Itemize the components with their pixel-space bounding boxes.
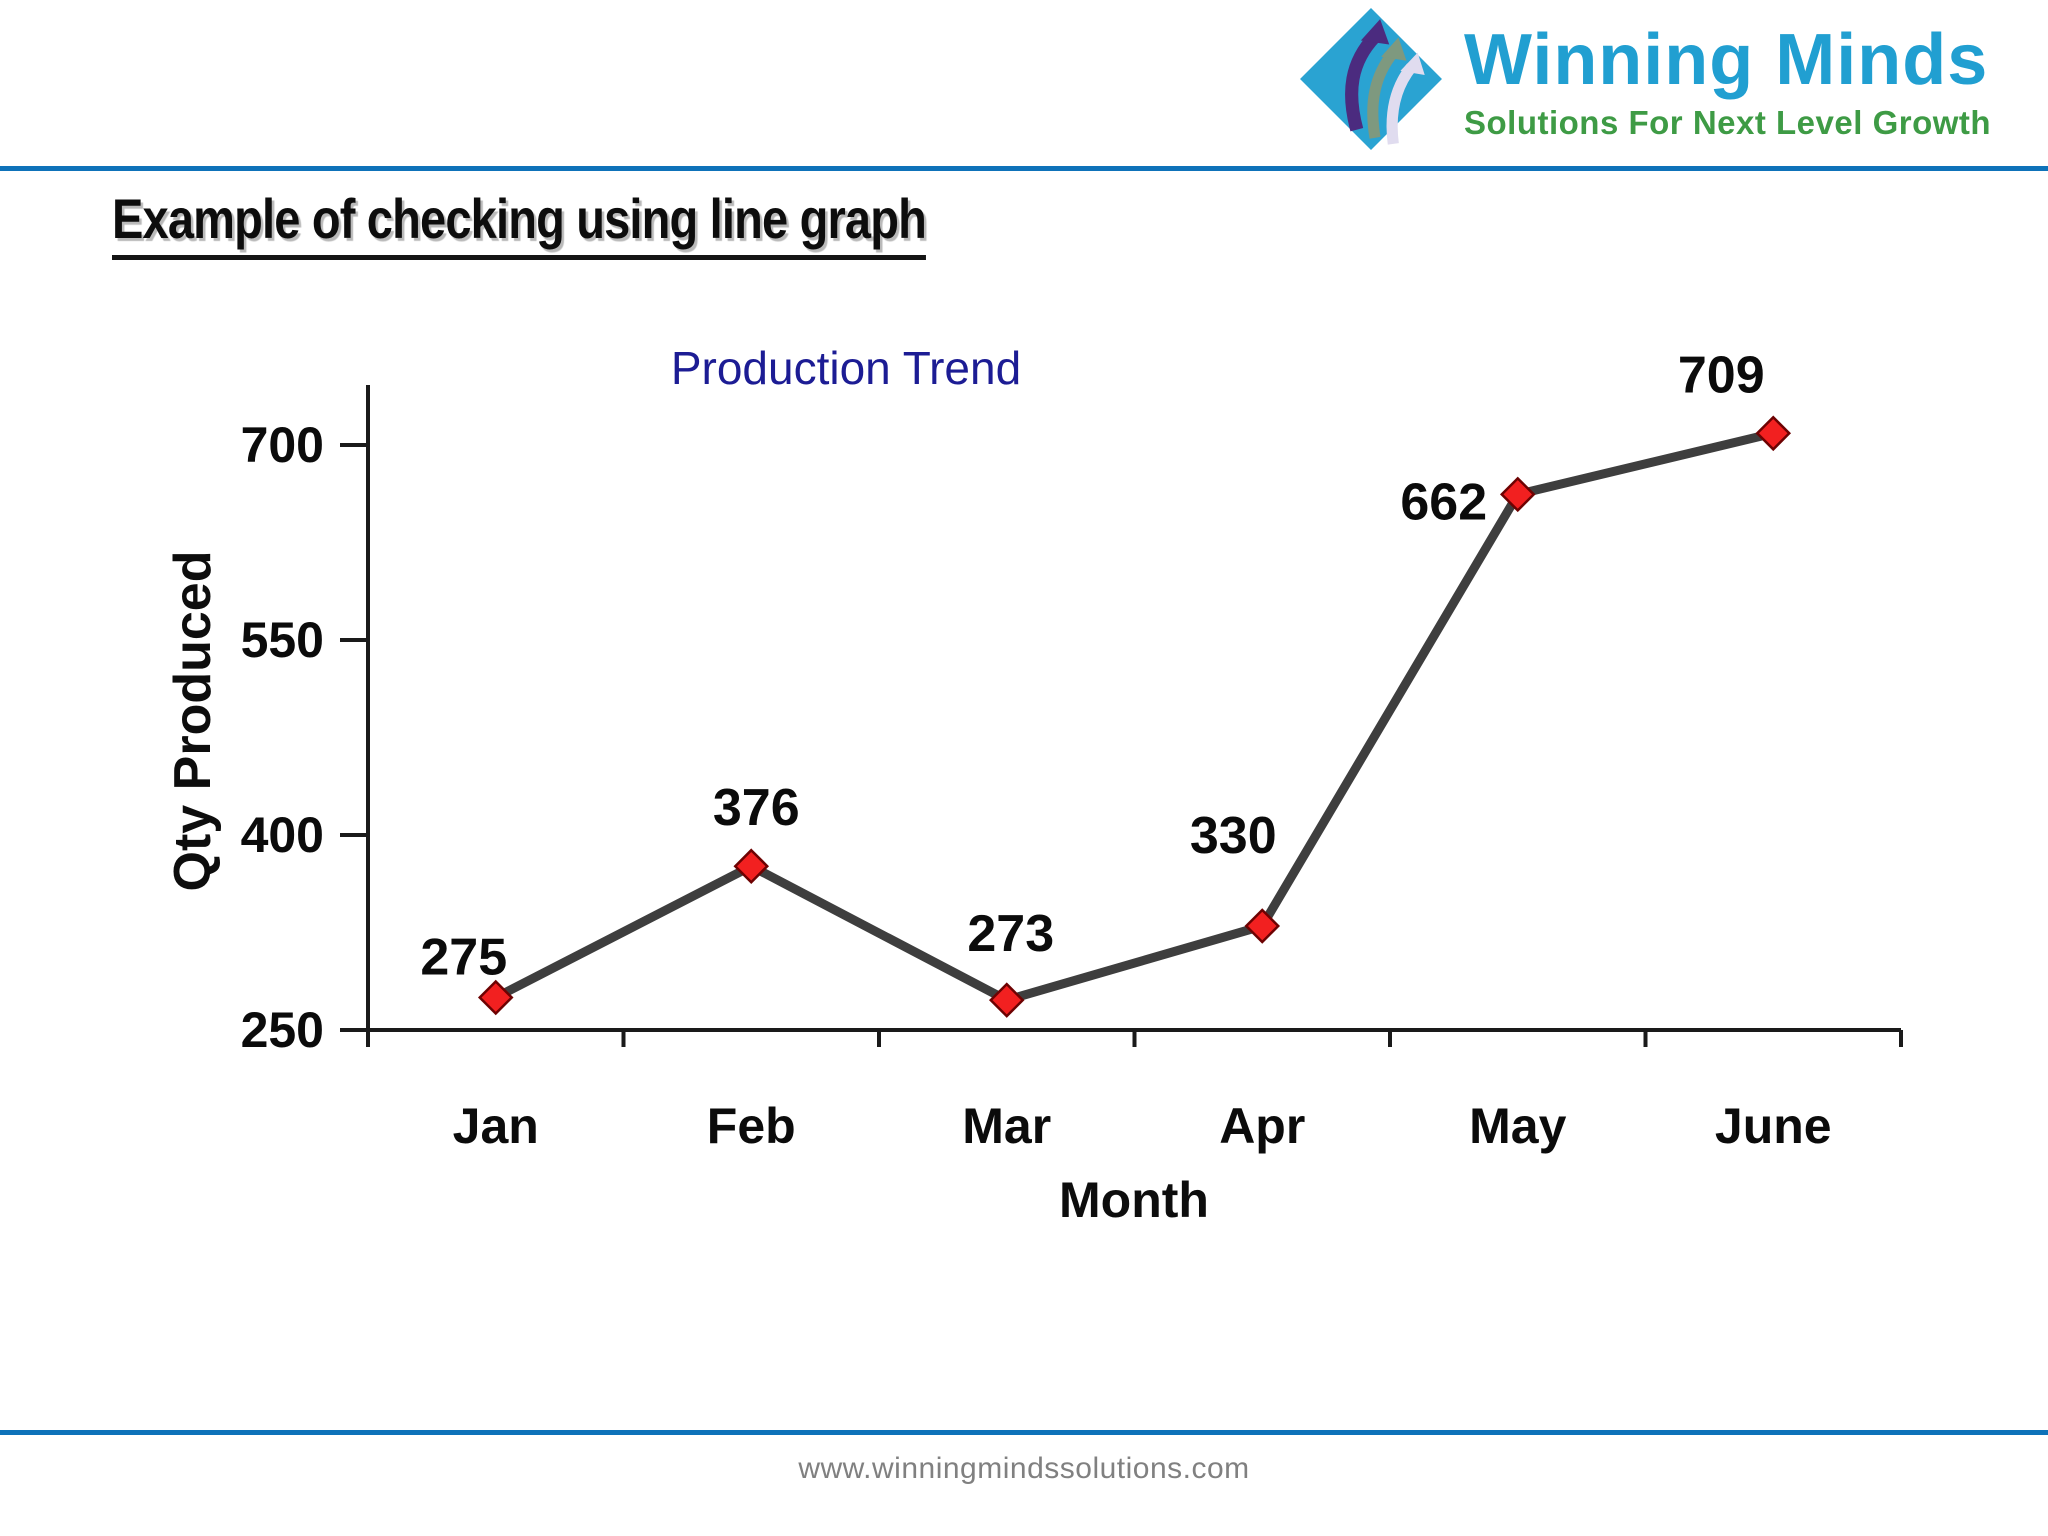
data-point-label: 330	[1190, 807, 1277, 865]
data-point-marker-may	[1499, 476, 1536, 513]
footer-divider	[0, 1430, 2048, 1435]
x-category-label: Feb	[707, 1098, 796, 1154]
chart-title: Production Trend	[670, 342, 1022, 394]
brand-name: Winning Minds	[1464, 20, 1989, 100]
data-point-marker-jan	[477, 979, 514, 1016]
footer-url: www.winningmindssolutions.com	[798, 1452, 1250, 1485]
y-tick-label: 400	[241, 807, 324, 863]
logo-diamond-arrows-icon	[1300, 8, 1442, 150]
y-tick-label: 700	[241, 417, 324, 473]
x-axis-label: Month	[1059, 1172, 1209, 1228]
data-point-marker-june	[1755, 415, 1792, 452]
data-point-marker-feb	[733, 848, 770, 884]
brand-tagline: Solutions For Next Level Growth	[1464, 104, 1992, 141]
data-point-label: 275	[420, 929, 507, 987]
header-divider	[0, 166, 2048, 171]
data-point-label: 376	[713, 779, 800, 837]
x-category-label: May	[1469, 1098, 1566, 1154]
x-category-label: Apr	[1219, 1098, 1305, 1154]
data-point-marker-mar	[988, 982, 1025, 1018]
y-axis-label: Qty Produced	[164, 550, 222, 892]
y-tick-label: 550	[241, 612, 324, 668]
x-category-label: Mar	[962, 1098, 1051, 1154]
winning-minds-logo: Winning Minds Solutions For Next Level G…	[1296, 6, 1991, 152]
data-point-label: 709	[1678, 346, 1765, 404]
data-point-label: 273	[967, 905, 1054, 963]
x-category-label: Jan	[453, 1098, 539, 1154]
data-point-label: 662	[1400, 473, 1487, 531]
slide-title: Example of checking using line graph	[112, 186, 927, 260]
y-tick-label: 250	[241, 1002, 324, 1058]
series-line	[491, 428, 1778, 1005]
logo-text: Winning Minds Solutions For Next Level G…	[1464, 6, 1991, 142]
data-point-marker-apr	[1244, 908, 1281, 944]
x-category-label: June	[1715, 1098, 1832, 1154]
